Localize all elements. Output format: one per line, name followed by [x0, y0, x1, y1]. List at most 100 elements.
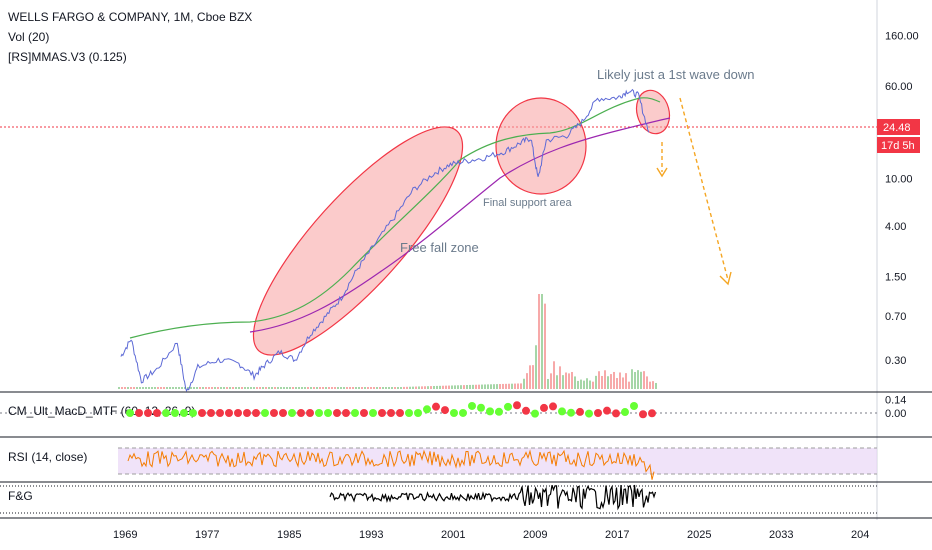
volume-bar: [478, 384, 480, 389]
volume-bar: [232, 387, 234, 389]
volume-bar: [385, 387, 387, 389]
price-tick-label: 160.00: [885, 30, 919, 42]
volume-bar: [544, 303, 546, 389]
time-tick-label: 2017: [605, 529, 629, 541]
fg-pane-title[interactable]: F&G: [8, 489, 33, 503]
volume-bar: [559, 366, 561, 389]
volume-bar: [217, 387, 219, 389]
volume-bar: [577, 380, 579, 389]
volume-bar: [649, 381, 651, 389]
macd-dot: [315, 409, 323, 417]
volume-bar: [268, 387, 270, 389]
volume-bar: [580, 379, 582, 389]
volume-bar: [172, 387, 174, 389]
rsi-pane-title[interactable]: RSI (14, close): [8, 450, 87, 464]
volume-bar: [502, 383, 504, 389]
volume-bar: [550, 373, 552, 389]
volume-bar: [592, 381, 594, 389]
volume-bar: [523, 378, 525, 389]
freefall-annotation: Free fall zone: [400, 240, 479, 255]
volume-bar: [154, 387, 156, 389]
volume-bar: [598, 371, 600, 389]
volume-bar: [148, 387, 150, 389]
volume-bar: [424, 386, 426, 389]
volume-bar: [214, 387, 216, 389]
volume-bar: [313, 387, 315, 389]
final-support-ellipse[interactable]: [495, 97, 587, 195]
first-wave-ellipse[interactable]: [632, 87, 674, 138]
volume-bar: [568, 373, 570, 389]
volume-bar: [196, 387, 198, 389]
macd-dot: [198, 409, 206, 417]
macd-dot: [423, 405, 431, 414]
macd-dot: [135, 409, 143, 417]
volume-bar: [619, 372, 621, 389]
volume-bar: [229, 387, 231, 389]
volume-bar: [520, 383, 522, 389]
volume-bar: [253, 387, 255, 389]
volume-bar: [637, 370, 639, 389]
macd-dot: [279, 409, 287, 417]
volume-bar: [241, 387, 243, 389]
ma-indicator-label[interactable]: [RS]MMAS.V3 (0.125): [8, 50, 127, 64]
macd-dot: [261, 409, 269, 417]
macd-dot: [621, 408, 629, 417]
time-axis[interactable]: 1969 1977 1985 1993 2001 2009 2017 2025 2033 204: [113, 529, 869, 541]
volume-bar: [358, 387, 360, 389]
volume-bar: [280, 387, 282, 389]
volume-bar: [247, 387, 249, 389]
volume-bar: [160, 387, 162, 389]
volume-bar: [457, 385, 459, 389]
volume-bar: [376, 387, 378, 389]
freefall-zone-ellipse[interactable]: [226, 101, 491, 381]
volume-bar: [382, 387, 384, 389]
price-tick-label: 1.50: [885, 272, 906, 284]
time-tick-label: 2001: [441, 529, 465, 541]
volume-bar: [655, 382, 657, 389]
macd-dot: [252, 409, 260, 417]
macd-dot: [288, 409, 296, 417]
volume-bar: [571, 371, 573, 389]
volume-bar: [166, 387, 168, 389]
volume-bar: [586, 378, 588, 389]
volume-bar: [517, 383, 519, 389]
symbol-title[interactable]: WELLS FARGO & COMPANY, 1M, Cboe BZX: [8, 10, 252, 24]
volume-bar: [388, 387, 390, 389]
volume-bar: [316, 387, 318, 389]
price-axis[interactable]: 400.00160.0060.0010.004.001.500.700.300.…: [885, 0, 919, 406]
macd-dot: [324, 409, 332, 417]
volume-indicator-label[interactable]: Vol (20): [8, 30, 49, 44]
volume-bar: [475, 384, 477, 389]
volume-bar: [481, 384, 483, 389]
price-tick-label: 10.00: [885, 174, 913, 186]
volume-bar: [379, 387, 381, 389]
time-tick-label: 1985: [277, 529, 301, 541]
volume-bar: [607, 376, 609, 389]
macd-dot: [333, 409, 341, 417]
macd-dot: [342, 409, 350, 417]
volume-bar: [364, 387, 366, 389]
macd-dot: [225, 409, 233, 417]
volume-bar: [562, 375, 564, 389]
macd-dot: [585, 409, 593, 418]
volume-bar: [271, 387, 273, 389]
volume-bar: [301, 387, 303, 389]
price-tick-label: 4.00: [885, 221, 906, 233]
macd-dot: [477, 403, 485, 412]
volume-bar: [175, 387, 177, 389]
volume-bar: [535, 345, 537, 389]
volume-bar: [460, 385, 462, 389]
time-tick-label: 204: [851, 529, 869, 541]
macd-dot: [558, 407, 566, 416]
macd-dot: [450, 409, 458, 418]
volume-bar: [574, 376, 576, 389]
volume-bar: [634, 371, 636, 389]
volume-bar: [406, 386, 408, 389]
volume-bar: [652, 381, 654, 389]
volume-bars: [118, 294, 657, 389]
forecast-long-arrow: [679, 97, 729, 281]
price-tick-label: 0.14: [885, 394, 906, 406]
volume-bar: [421, 386, 423, 389]
volume-bar: [499, 384, 501, 389]
